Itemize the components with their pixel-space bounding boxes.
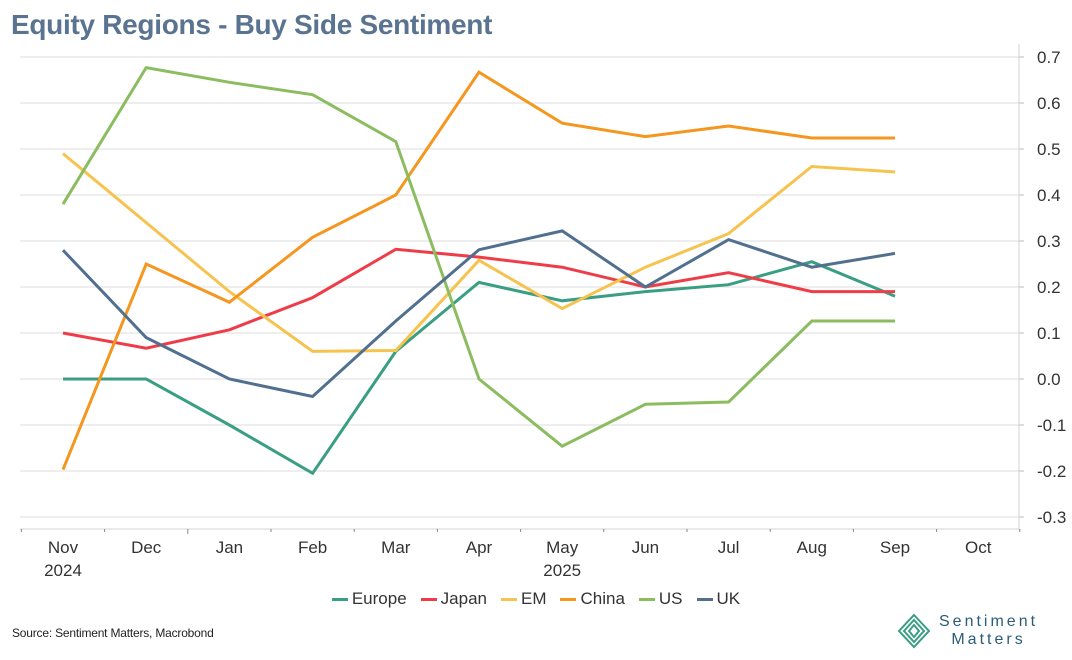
series-lines [61, 65, 896, 476]
x-tick-label: Jan [216, 538, 243, 557]
legend-swatch [331, 597, 348, 601]
legend-label: Japan [440, 589, 487, 608]
logo-line-1: Sentiment [939, 613, 1039, 630]
legend-swatch [696, 597, 713, 601]
legend-item-us: US [638, 589, 683, 609]
series-line-europe [63, 260, 896, 476]
legend: Europe Japan EM China US UK [0, 589, 1072, 609]
logo-diamond-icon [897, 613, 931, 649]
series-line-uk [61, 229, 896, 399]
legend-label: UK [716, 589, 741, 608]
series-line-us [61, 65, 895, 448]
y-tick-label: 0.5 [1037, 140, 1061, 159]
x-year-label: 2024 [44, 561, 82, 580]
y-tick-label: 0.3 [1037, 232, 1061, 251]
legend-item-em: EM [500, 589, 547, 609]
legend-item-europe: Europe [331, 589, 407, 609]
legend-item-uk: UK [696, 589, 741, 609]
x-axis: Nov Dec Jan Feb Mar Apr May Jun Jul Aug Sep Oct 2024… [20, 528, 1021, 580]
y-tick-label: 0.7 [1037, 48, 1061, 67]
legend-label: China [580, 589, 625, 608]
gridlines [20, 56, 1019, 518]
legend-swatch [500, 597, 517, 601]
legend-label: US [658, 589, 683, 608]
y-tick-label: 0.1 [1037, 324, 1061, 343]
y-tick-label: -0.1 [1037, 416, 1066, 435]
y-tick-label: 0.4 [1037, 186, 1061, 205]
y-tick-label: -0.3 [1037, 508, 1066, 527]
x-tick-label: Oct [965, 538, 992, 557]
x-tick-label: Jul [718, 538, 740, 557]
y-tick-label: 0.2 [1037, 278, 1061, 297]
legend-label: EM [520, 589, 547, 608]
series-line-japan [62, 247, 895, 350]
x-tick-label: Dec [131, 538, 162, 557]
x-tick-label: Jun [632, 538, 659, 557]
y-tick-label: 0.6 [1037, 94, 1061, 113]
legend-swatch [420, 597, 437, 601]
legend-label: Europe [351, 589, 407, 608]
x-tick-label: Aug [797, 538, 827, 557]
y-axis: 0.7 0.6 0.5 0.4 0.3 0.2 0.1 0.0 -0.1 -0.2 -0.3 [1018, 44, 1066, 530]
y-tick-label: 0.0 [1037, 370, 1061, 389]
series-line-china [61, 70, 895, 471]
x-tick-label: Mar [381, 538, 411, 557]
legend-swatch [638, 597, 655, 601]
legend-item-china: China [560, 589, 625, 609]
x-tick-label: Nov [48, 538, 79, 557]
x-year-label: 2025 [543, 561, 581, 580]
source-note: Source: Sentiment Matters, Macrobond [12, 626, 214, 640]
x-tick-label: May [546, 538, 579, 557]
series-line-em [62, 152, 896, 353]
x-tick-label: Feb [298, 538, 327, 557]
y-tick-label: -0.2 [1037, 462, 1066, 481]
line-chart: 0.7 0.6 0.5 0.4 0.3 0.2 0.1 0.0 -0.1 -0.2 -0.3 Nov… [20, 44, 1066, 580]
x-tick-label: Apr [466, 538, 493, 557]
brand-logo: Sentiment Matters [897, 613, 1038, 649]
legend-swatch [560, 597, 577, 601]
logo-line-2: Matters [951, 631, 1026, 648]
chart-title: Equity Regions - Buy Side Sentiment [11, 9, 493, 40]
legend-item-japan: Japan [420, 589, 487, 609]
logo-text: Sentiment Matters [939, 613, 1038, 649]
x-tick-label: Sep [880, 538, 910, 557]
